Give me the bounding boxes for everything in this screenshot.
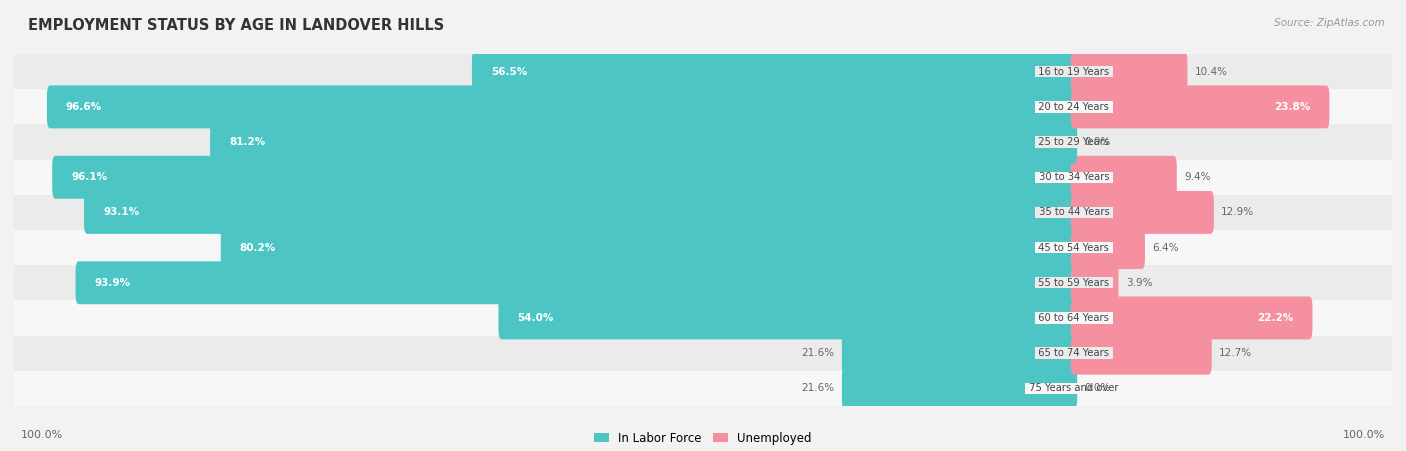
Text: 55 to 59 Years: 55 to 59 Years	[1035, 278, 1112, 288]
Text: 100.0%: 100.0%	[1343, 430, 1385, 440]
FancyBboxPatch shape	[209, 120, 1077, 164]
FancyBboxPatch shape	[1071, 296, 1312, 340]
FancyBboxPatch shape	[14, 300, 1392, 336]
Text: 3.9%: 3.9%	[1126, 278, 1153, 288]
FancyBboxPatch shape	[842, 367, 1077, 410]
Text: 35 to 44 Years: 35 to 44 Years	[1036, 207, 1112, 217]
Text: 20 to 24 Years: 20 to 24 Years	[1035, 102, 1112, 112]
FancyBboxPatch shape	[1071, 85, 1330, 129]
Text: 93.9%: 93.9%	[94, 278, 131, 288]
Text: 16 to 19 Years: 16 to 19 Years	[1035, 67, 1112, 77]
Text: 23.8%: 23.8%	[1274, 102, 1310, 112]
FancyBboxPatch shape	[1071, 331, 1212, 375]
Text: 60 to 64 Years: 60 to 64 Years	[1035, 313, 1112, 323]
Text: 100.0%: 100.0%	[21, 430, 63, 440]
FancyBboxPatch shape	[472, 50, 1077, 93]
Text: 30 to 34 Years: 30 to 34 Years	[1036, 172, 1112, 182]
Text: 54.0%: 54.0%	[517, 313, 554, 323]
Text: 56.5%: 56.5%	[491, 67, 527, 77]
Text: 21.6%: 21.6%	[801, 383, 834, 393]
Text: 65 to 74 Years: 65 to 74 Years	[1035, 348, 1112, 358]
Text: 10.4%: 10.4%	[1195, 67, 1227, 77]
FancyBboxPatch shape	[14, 54, 1392, 89]
FancyBboxPatch shape	[1071, 226, 1144, 269]
Text: 93.1%: 93.1%	[103, 207, 139, 217]
FancyBboxPatch shape	[842, 331, 1077, 375]
Legend: In Labor Force, Unemployed: In Labor Force, Unemployed	[589, 427, 817, 449]
Text: 21.6%: 21.6%	[801, 348, 834, 358]
FancyBboxPatch shape	[499, 296, 1077, 340]
FancyBboxPatch shape	[14, 265, 1392, 300]
FancyBboxPatch shape	[1071, 50, 1188, 93]
FancyBboxPatch shape	[14, 160, 1392, 195]
Text: 12.9%: 12.9%	[1222, 207, 1254, 217]
Text: 6.4%: 6.4%	[1153, 243, 1178, 253]
Text: 0.0%: 0.0%	[1084, 137, 1111, 147]
FancyBboxPatch shape	[14, 195, 1392, 230]
Text: 25 to 29 Years: 25 to 29 Years	[1035, 137, 1112, 147]
Text: 12.7%: 12.7%	[1219, 348, 1253, 358]
FancyBboxPatch shape	[46, 85, 1077, 129]
Text: EMPLOYMENT STATUS BY AGE IN LANDOVER HILLS: EMPLOYMENT STATUS BY AGE IN LANDOVER HIL…	[28, 18, 444, 33]
FancyBboxPatch shape	[14, 230, 1392, 265]
Text: 45 to 54 Years: 45 to 54 Years	[1035, 243, 1112, 253]
FancyBboxPatch shape	[1071, 156, 1177, 199]
Text: 81.2%: 81.2%	[229, 137, 266, 147]
FancyBboxPatch shape	[14, 124, 1392, 160]
FancyBboxPatch shape	[52, 156, 1077, 199]
Text: 80.2%: 80.2%	[240, 243, 276, 253]
Text: Source: ZipAtlas.com: Source: ZipAtlas.com	[1274, 18, 1385, 28]
FancyBboxPatch shape	[1071, 191, 1213, 234]
FancyBboxPatch shape	[221, 226, 1077, 269]
FancyBboxPatch shape	[14, 89, 1392, 124]
FancyBboxPatch shape	[84, 191, 1077, 234]
Text: 96.1%: 96.1%	[72, 172, 107, 182]
Text: 22.2%: 22.2%	[1257, 313, 1294, 323]
Text: 9.4%: 9.4%	[1184, 172, 1211, 182]
FancyBboxPatch shape	[76, 261, 1077, 304]
FancyBboxPatch shape	[14, 371, 1392, 406]
FancyBboxPatch shape	[14, 336, 1392, 371]
Text: 96.6%: 96.6%	[66, 102, 103, 112]
Text: 75 Years and over: 75 Years and over	[1026, 383, 1122, 393]
FancyBboxPatch shape	[1071, 261, 1119, 304]
Text: 0.0%: 0.0%	[1084, 383, 1111, 393]
